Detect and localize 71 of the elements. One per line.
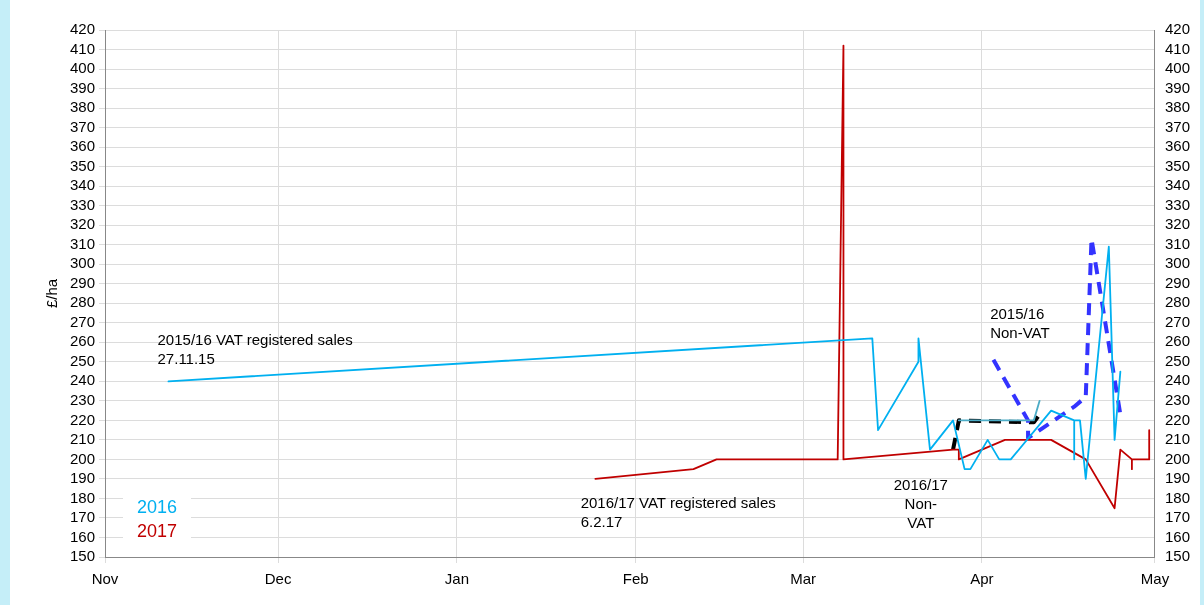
y-tick-label: 310 <box>70 234 96 252</box>
y-tick-label: 260 <box>70 332 96 350</box>
y2-tick-label: 320 <box>1164 215 1190 233</box>
y2-tick-label: 390 <box>1164 78 1190 96</box>
x-tick-label: May <box>1140 570 1170 588</box>
y-tick-label: 300 <box>70 254 96 272</box>
y-tick-label: 230 <box>70 390 96 408</box>
x-tick-label: Feb <box>622 570 649 588</box>
y-tick-label: 250 <box>70 351 96 369</box>
y-tick-label: 410 <box>70 39 96 57</box>
y-tick-label: 330 <box>70 195 96 213</box>
y-tick-label: 360 <box>70 137 96 155</box>
y2-tick-label: 270 <box>1164 312 1190 330</box>
y2-tick-label: 210 <box>1164 430 1190 448</box>
annotation: 2016/17 Non- VAT <box>893 475 948 531</box>
y2-tick-label: 360 <box>1164 137 1190 155</box>
annotation: 2015/16 Non-VAT <box>990 305 1050 342</box>
y2-tick-label: 310 <box>1164 234 1190 252</box>
y-tick-label: 350 <box>70 156 96 174</box>
y-tick-label: 420 <box>70 20 96 38</box>
y-tick-label: 290 <box>70 273 96 291</box>
y-tick-label: 280 <box>70 293 96 311</box>
y2-tick-label: 170 <box>1164 508 1190 526</box>
y-tick-label: 340 <box>70 176 96 194</box>
y-tick-label: 270 <box>70 312 96 330</box>
y2-tick-label: 190 <box>1164 469 1190 487</box>
y-tick-label: 190 <box>70 469 96 487</box>
y2-tick-label: 380 <box>1164 98 1190 116</box>
y2-tick-label: 300 <box>1164 254 1190 272</box>
annotation: 2016/17 VAT registered sales 6.2.17 <box>580 494 776 531</box>
y2-tick-label: 400 <box>1164 59 1190 77</box>
y-tick-label: 150 <box>70 547 96 565</box>
y-tick-label: 210 <box>70 430 96 448</box>
y2-tick-label: 330 <box>1164 195 1190 213</box>
y2-tick-label: 340 <box>1164 176 1190 194</box>
y2-tick-label: 240 <box>1164 371 1190 389</box>
line-series <box>951 412 1042 452</box>
y-tick-label: 320 <box>70 215 96 233</box>
y2-tick-label: 350 <box>1164 156 1190 174</box>
y2-tick-label: 250 <box>1164 351 1190 369</box>
text: 2017 <box>137 520 178 543</box>
x-tick-label: Apr <box>970 570 994 588</box>
x-tick-label: Nov <box>91 570 119 588</box>
y2-tick-label: 230 <box>1164 390 1190 408</box>
y2-tick-label: 410 <box>1164 39 1190 57</box>
y-tick-label: 380 <box>70 98 96 116</box>
y2-tick-label: 180 <box>1164 488 1190 506</box>
y-tick-label: 390 <box>70 78 96 96</box>
y-tick-label: 240 <box>70 371 96 389</box>
y2-tick-label: 200 <box>1164 449 1190 467</box>
y-tick-label: 180 <box>70 488 96 506</box>
y-tick-label: 370 <box>70 117 96 135</box>
x-tick-label: Mar <box>790 570 816 588</box>
y2-tick-label: 420 <box>1164 20 1190 38</box>
y2-tick-label: 220 <box>1164 410 1190 428</box>
y2-tick-label: 150 <box>1164 547 1190 565</box>
y2-tick-label: 160 <box>1164 527 1190 545</box>
x-tick-label: Jan <box>444 570 470 588</box>
text: 2016 <box>137 496 178 519</box>
y-tick-label: 160 <box>70 527 96 545</box>
y-axis-title: £/ha <box>43 278 61 309</box>
y-tick-label: 220 <box>70 410 96 428</box>
y2-tick-label: 260 <box>1164 332 1190 350</box>
y-tick-label: 170 <box>70 508 96 526</box>
y2-tick-label: 370 <box>1164 117 1190 135</box>
x-tick-label: Dec <box>264 570 292 588</box>
y2-tick-label: 290 <box>1164 273 1190 291</box>
y2-tick-label: 280 <box>1164 293 1190 311</box>
annotation: 2015/16 VAT registered sales 27.11.15 <box>157 330 353 367</box>
y-tick-label: 200 <box>70 449 96 467</box>
y-tick-label: 400 <box>70 59 96 77</box>
